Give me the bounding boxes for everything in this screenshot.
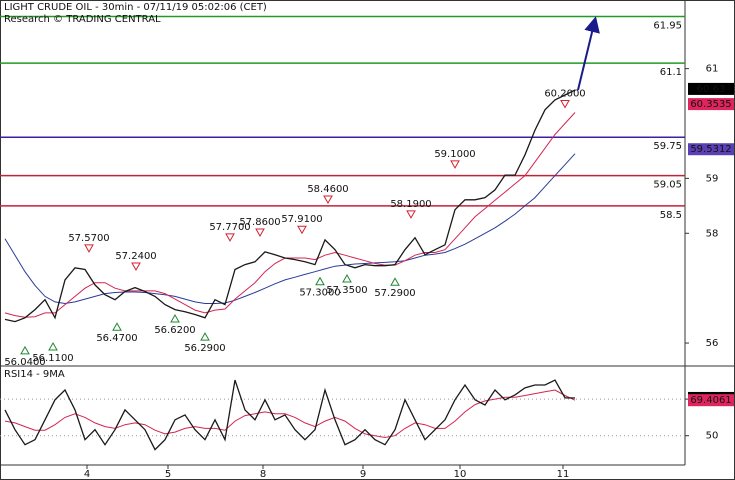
chart-title: LIGHT CRUDE OIL - 30min - 07/11/19 05:02… [4,2,267,13]
last-value-label: 69.4061 [690,395,731,406]
pivot-label: 60.2000 [544,89,585,100]
last-value-label: 60.63 [697,84,726,95]
projection-arrow [577,16,600,91]
level-label: 61.95 [653,20,682,31]
pivot-label: 57.5700 [68,233,109,244]
pivot-low-marker [48,342,58,351]
y-tick-label: 59 [706,173,719,184]
level-label: 59.75 [653,141,682,152]
plot-layer: 5658596161.9561.159.7559.0558.556.040056… [0,15,734,480]
level-label: 58.5 [660,210,682,221]
pivot-label: 56.4700 [96,333,137,344]
pivot-label: 57.7700 [209,222,250,233]
pivot-label: 59.1000 [434,149,475,160]
last-value-box [688,394,734,407]
pivot-low-marker [200,332,210,341]
pivot-high-marker [323,195,333,205]
pivot-high-marker [560,100,570,109]
rsi-title: RSI14 - 9MA [4,369,65,380]
pivot-label: 58.1900 [390,199,431,210]
last-value-box [688,82,734,95]
pivot-high-marker [406,210,416,219]
pivot-label: 58.4600 [307,184,348,195]
pivot-high-marker [84,244,94,253]
pivot-high-marker [225,233,235,242]
pivot-high-marker [131,262,141,271]
last-value-box [688,143,734,156]
x-tick-label: 10 [454,469,467,480]
chart-subtitle: Research © TRADING CENTRAL [4,14,161,25]
pivot-high-marker [450,160,460,169]
level-label: 59.05 [653,180,682,191]
pivot-low-marker [342,273,352,283]
level-label: 61.1 [660,67,682,78]
pivot-label: 56.6200 [154,325,195,336]
y-tick-label: 61 [706,64,719,75]
pivot-high-marker [297,225,307,235]
last-value-box [688,98,734,111]
pivot-label: 57.9100 [281,214,322,225]
pivot-low-marker [315,276,325,286]
pivot-low-marker [170,314,180,323]
series-line [4,89,576,323]
last-value-label: 60.3535 [690,99,731,110]
pivot-label: 57.2400 [115,251,156,262]
x-tick-label: 11 [557,469,570,480]
pivot-label: 57.3000 [299,288,340,299]
pivot-label: 56.2900 [184,343,225,354]
last-value-label: 59.5312 [690,144,731,155]
pivot-label: 57.2900 [374,288,415,299]
pivot-label: 56.0400 [4,357,45,368]
y-tick-label: 50 [706,431,719,442]
pivot-high-marker [255,228,265,237]
x-tick-label: 8 [260,469,266,480]
x-tick-label: 4 [84,469,90,480]
pivot-label: 56.1100 [32,353,73,364]
pivot-label: 57.3500 [326,285,367,296]
y-tick-label: 56 [706,338,719,349]
y-tick-label: 58 [706,228,719,239]
series-line [4,112,576,318]
series-line [4,379,576,451]
pivot-low-marker [112,322,122,331]
pivot-label: 57.8600 [239,217,280,228]
x-tick-label: 5 [165,469,171,480]
pivot-low-marker [390,277,400,286]
x-tick-label: 9 [360,469,366,480]
series-line [4,153,576,305]
pivot-low-marker [20,345,30,355]
